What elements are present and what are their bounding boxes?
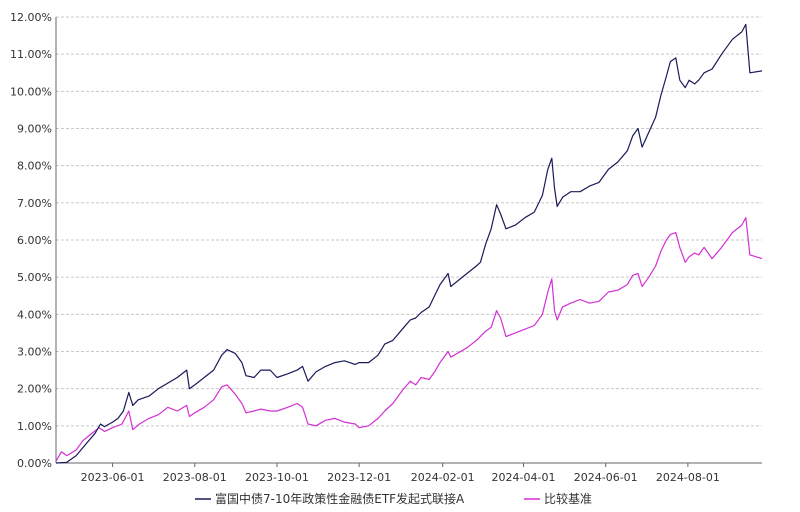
y-tick-label: 4.00% (17, 308, 52, 321)
y-tick-label: 11.00% (10, 48, 52, 61)
series-line-fund (55, 23, 763, 464)
x-tick-label: 2024-04-01 (492, 471, 556, 484)
x-tick-label: 2023-06-01 (81, 471, 145, 484)
y-axis-tick-labels: 0.00% 1.00% 2.00% 3.00% 4.00% 5.00% 6.00% 7.00%… (10, 11, 52, 470)
y-tick-label: 8.00% (17, 160, 52, 173)
x-tick-label: 2024-02-01 (411, 471, 475, 484)
y-tick-label: 9.00% (17, 123, 52, 136)
x-tick-label: 2024-08-01 (656, 471, 720, 484)
legend-label-fund: 富国中债7-10年政策性金融债ETF发起式联接A (215, 491, 465, 506)
y-tick-label: 7.00% (17, 197, 52, 210)
legend-label-benchmark: 比较基准 (544, 491, 592, 506)
x-tick-label: 2023-12-01 (327, 471, 391, 484)
y-tick-label: 0.00% (17, 457, 52, 470)
y-tick-label: 6.00% (17, 234, 52, 247)
y-tick-label: 1.00% (17, 420, 52, 433)
y-tick-label: 3.00% (17, 346, 52, 359)
x-tick-label: 2023-10-01 (245, 471, 309, 484)
axes (55, 17, 762, 467)
x-axis-tick-labels: 2023-06-01 2023-08-01 2023-10-01 2023-12-01… (81, 471, 720, 484)
y-tick-label: 12.00% (10, 11, 52, 24)
x-tick-label: 2024-06-01 (574, 471, 638, 484)
series-line-benchmark (55, 217, 763, 462)
grid-lines (56, 16, 762, 427)
x-tick-label: 2023-08-01 (163, 471, 227, 484)
series-lines (55, 23, 763, 464)
legend: 富国中债7-10年政策性金融债ETF发起式联接A 比较基准 (195, 491, 592, 506)
y-tick-label: 10.00% (10, 85, 52, 98)
y-tick-label: 2.00% (17, 383, 52, 396)
y-tick-label: 5.00% (17, 271, 52, 284)
